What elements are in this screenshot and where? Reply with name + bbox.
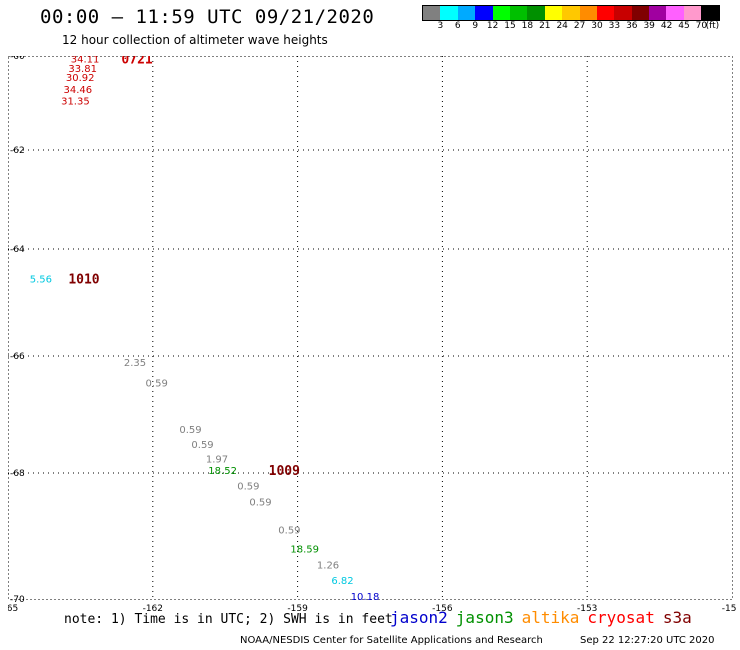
satellite-name-cryosat: cryosat xyxy=(587,608,655,627)
latitude-tick-label: -62 xyxy=(10,146,25,156)
longitude-tick-label: -156 xyxy=(432,604,453,612)
wave-height-value: 18.52 xyxy=(208,466,237,477)
wave-height-value: 0.59 xyxy=(179,425,201,436)
latitude-tick-label: -70 xyxy=(10,595,25,605)
legend-swatch xyxy=(544,6,563,20)
wave-height-value: 0.59 xyxy=(237,482,259,493)
satellite-name-s3a: s3a xyxy=(662,608,692,627)
legend-swatch xyxy=(649,6,667,20)
longitude-tick-label: -153 xyxy=(577,604,597,612)
legend-swatch xyxy=(614,6,632,20)
wave-height-value: 18.59 xyxy=(290,545,319,556)
units-note: note: 1) Time is in UTC; 2) SWH is in fe… xyxy=(64,612,393,627)
pass-time-label: 0721 xyxy=(121,56,152,67)
pass-time-label: 1009 xyxy=(269,464,300,479)
credit-text: NOAA/NESDIS Center for Satellite Applica… xyxy=(240,635,543,646)
pass-time-label: 1010 xyxy=(68,272,99,287)
color-scale-legend xyxy=(422,5,720,21)
wave-height-value: 34.11 xyxy=(71,56,100,65)
longitude-tick-label: -159 xyxy=(287,604,308,612)
legend-swatch xyxy=(527,6,545,20)
legend-tick-label: 30 xyxy=(591,21,603,31)
wave-height-value: 10.18 xyxy=(351,592,380,603)
wave-height-value: 0.59 xyxy=(249,497,271,508)
legend-tick-label: 15 xyxy=(504,21,516,31)
satellite-name-jason3: jason3 xyxy=(455,608,514,627)
legend-swatch xyxy=(683,6,702,20)
legend-tick-label: 21 xyxy=(539,21,551,31)
legend-swatch xyxy=(596,6,615,20)
legend-tick-label: 45 xyxy=(678,21,690,31)
legend-tick-label: 6 xyxy=(454,21,461,31)
wave-height-value: 6.82 xyxy=(331,576,353,587)
legend-tick-label: 33 xyxy=(608,21,621,31)
legend-swatch xyxy=(562,6,580,20)
longitude-tick-label: -165 xyxy=(8,604,18,612)
wave-height-value: 30.92 xyxy=(66,73,95,84)
longitude-tick-label: -150 xyxy=(722,604,736,612)
satellite-name-altika: altika xyxy=(521,608,580,627)
legend-tick-label: 39 xyxy=(643,21,655,31)
wave-height-value: 0.59 xyxy=(278,526,300,537)
latitude-tick-label: -66 xyxy=(10,352,25,362)
chart-title: 00:00 — 11:59 UTC 09/21/2020 xyxy=(40,6,375,28)
longitude-tick-label: -162 xyxy=(143,604,163,612)
legend-swatch xyxy=(475,6,493,20)
footer-credit: NOAA/NESDIS Center for Satellite Applica… xyxy=(240,635,714,646)
legend-tick-label: 12 xyxy=(486,21,499,31)
legend-tick-label: 36 xyxy=(626,21,638,31)
legend-swatch xyxy=(666,6,684,20)
legend-swatch xyxy=(457,6,476,20)
wave-height-value: 31.35 xyxy=(61,97,90,108)
wave-height-value: 5.56 xyxy=(30,274,52,285)
wave-height-value: 34.46 xyxy=(64,85,93,96)
legend-tick-label: 18 xyxy=(521,21,534,31)
map-frame xyxy=(8,56,733,600)
legend-swatch xyxy=(579,6,597,20)
wave-height-value: 1.26 xyxy=(317,560,339,571)
wave-height-value: 33.81 xyxy=(68,64,97,75)
chart-subtitle: 12 hour collection of altimeter wave hei… xyxy=(62,33,328,47)
legend-swatch xyxy=(492,6,510,20)
legend-swatch xyxy=(509,6,528,20)
color-scale-labels: 3 6 9 12 15 18 21 24 27 30 33 36 39 42 45 70 (ft) xyxy=(422,21,736,33)
latitude-tick-label: -60 xyxy=(10,56,25,62)
generated-timestamp: Sep 22 12:27:20 UTC 2020 xyxy=(580,635,715,646)
legend-tick-label: 42 xyxy=(660,21,673,31)
legend-tick-label: 70 xyxy=(695,21,708,31)
legend-swatch xyxy=(440,6,458,20)
legend-swatch xyxy=(701,6,719,20)
legend-tick-label: 27 xyxy=(573,21,586,31)
legend-swatch xyxy=(631,6,650,20)
wave-height-value: 1.97 xyxy=(206,454,228,465)
satellite-legend: jason2 jason3 altika cryosat s3a xyxy=(390,608,700,627)
wave-height-value: 2.35 xyxy=(124,358,146,369)
wave-height-value: 0.59 xyxy=(146,378,168,389)
latitude-tick-label: -68 xyxy=(10,469,25,479)
satellite-name-jason2: jason2 xyxy=(390,608,448,627)
legend-swatch xyxy=(423,6,441,20)
legend-tick-label: 24 xyxy=(556,21,568,31)
wave-height-map: -165 -162 -159 -156 -153 -150 -60 -62 -64 -66 -68 -… xyxy=(8,56,736,612)
legend-tick-label: 9 xyxy=(472,21,479,31)
wave-height-value: 0.59 xyxy=(191,440,213,451)
latitude-tick-label: -64 xyxy=(10,245,25,255)
legend-tick-label: 3 xyxy=(437,21,444,31)
legend-tick-label: (ft) xyxy=(705,21,720,31)
